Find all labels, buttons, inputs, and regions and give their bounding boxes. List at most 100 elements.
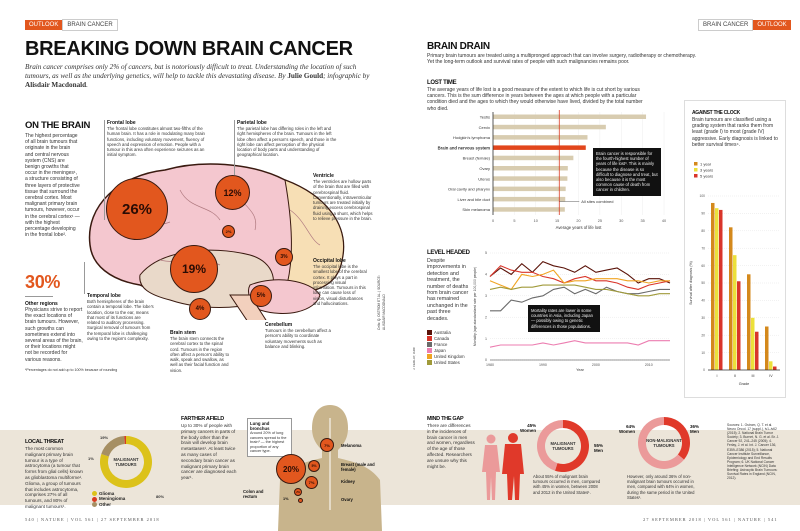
- parietal-leader: [234, 120, 235, 175]
- level-headed-credit: J. FERLAY, IARC: [412, 346, 416, 370]
- level-headed-legend: Australia Canada France Japan United Kingdom…: [427, 330, 465, 366]
- series-line-france: [490, 286, 670, 312]
- cerebellum-label: Cerebellum Tumours in the cerebellum aff…: [265, 322, 333, 349]
- tag-brain-cancer[interactable]: BRAIN CANCER: [62, 19, 118, 31]
- tag-outlook-right[interactable]: OUTLOOK: [753, 20, 791, 30]
- ovary-label: Ovary: [341, 497, 353, 502]
- slice-label-glioma: 80%: [156, 494, 164, 499]
- mal-gender-note: About 55% of malignant brain tumours occ…: [533, 474, 601, 495]
- ventricle-label: Ventricle The ventricles are hollow part…: [313, 173, 375, 221]
- bar: [765, 326, 769, 370]
- ventricle-bubble: 2%: [222, 225, 235, 238]
- bar: [493, 176, 568, 181]
- non-men-pct: 36%: [690, 424, 700, 429]
- legend-glioma-label: Glioma: [99, 491, 115, 496]
- mal-women-pct: 45%: [527, 423, 537, 428]
- bar: [751, 317, 755, 370]
- legend-item: Canada: [427, 336, 465, 342]
- brain-stem-text: The brain stem connects the cerebral cor…: [170, 336, 230, 373]
- category-label: III: [752, 374, 755, 378]
- temporal-leader: [84, 262, 85, 294]
- x-tick-label: 1990: [539, 363, 547, 367]
- body-silhouette: [278, 405, 382, 531]
- category-label: Ovary: [479, 166, 490, 171]
- x-tick-label: 25: [598, 219, 602, 223]
- tag-brain-cancer-right[interactable]: BRAIN CANCER: [698, 19, 754, 31]
- byline-end: .: [86, 81, 88, 89]
- temporal-lobe-name: Temporal lobe: [87, 293, 121, 299]
- non-women-label: Women: [619, 429, 636, 434]
- tag-outlook[interactable]: OUTLOOK: [25, 20, 63, 30]
- farther-afield-heading: FARTHER AFIELD: [181, 416, 224, 422]
- legend-meningioma: Meningioma: [92, 496, 126, 502]
- breast-bubble: 5%: [308, 460, 320, 472]
- category-label: Cervix: [479, 125, 490, 130]
- x-tick-label: 0: [492, 219, 494, 223]
- y-tick-label: 0: [485, 358, 487, 362]
- donut-slice: [100, 436, 152, 488]
- y-tick-label: 60: [701, 264, 705, 268]
- mind-gap-heading: MIND THE GAP: [427, 416, 464, 422]
- mind-gap-body: There are differences in the incidences …: [427, 423, 475, 469]
- legend-swatch: [427, 330, 432, 336]
- bar: [737, 281, 741, 370]
- parietal-lobe-bubble: 12%: [215, 175, 250, 210]
- category-label: Testis: [480, 115, 490, 120]
- ovary-bubble: [298, 498, 303, 503]
- lost-time-heading: LOST TIME: [427, 80, 457, 86]
- farther-afield-body: Up to 30% of people with primary cancers…: [181, 423, 237, 481]
- legend-label: United Kingdom: [434, 354, 465, 359]
- legend-swatch: [427, 348, 432, 354]
- category-label: I: [717, 374, 718, 378]
- temporal-lobe-label: Temporal lobe Both hemispheres of the br…: [87, 293, 155, 341]
- legend-meningioma-label: Meningioma: [99, 496, 126, 502]
- non-women: 64% Women: [619, 424, 635, 434]
- occipital-lobe-name: Occipital lobe: [313, 258, 346, 264]
- legend-label: Japan: [434, 348, 446, 353]
- x-tick-label: 5: [513, 219, 515, 223]
- occipital-lobe-label: Occipital lobe The occipital lobe is the…: [313, 258, 368, 306]
- legend-item: United States: [427, 360, 465, 366]
- parietal-lobe-text: The parietal lobe has differing roles in…: [237, 126, 337, 158]
- y-tick-label: 90: [701, 212, 705, 216]
- mal-men-label: Men: [594, 448, 603, 453]
- legend-label: United States: [434, 360, 460, 365]
- x-tick-label: 10: [534, 219, 538, 223]
- donut-slice: [537, 420, 563, 471]
- donut-center-label: MALIGNANT: [113, 457, 139, 462]
- byline-mid: ; infographic by: [323, 72, 370, 80]
- legend-swatch: [427, 354, 432, 360]
- legend-swatch: [694, 174, 698, 178]
- legend-swatch: [427, 336, 432, 342]
- category-label: Skin melanoma: [462, 207, 490, 212]
- y-tick-label: 0: [703, 368, 705, 372]
- footnote: *Percentages do not add up to 100% becau…: [25, 368, 118, 372]
- category-label: IV: [769, 374, 773, 378]
- x-tick-label: 20: [576, 219, 580, 223]
- legend-item: United Kingdom: [427, 354, 465, 360]
- parietal-lobe-name: Parietal lobe: [237, 120, 267, 126]
- donut-center-label: TUMOURS: [552, 446, 573, 451]
- legend-label: Canada: [434, 336, 450, 341]
- other-regions-body: Physicians strive to report the exact lo…: [25, 307, 83, 363]
- mal-women-label: Women: [520, 428, 537, 433]
- donut-slice: [101, 436, 125, 457]
- x-axis-title: Grade: [739, 382, 750, 386]
- mal-men: 55% Men: [594, 443, 603, 453]
- parietal-lobe-label: Parietal lobe The parietal lobe has diff…: [237, 120, 337, 158]
- occipital-lobe-text: The occipital lobe is the smallest lobe …: [313, 264, 367, 307]
- sources: Sources: 1. Ostrom, Q. T. et al. Neuro O…: [727, 423, 780, 481]
- brain-stem-label: Brain stem The brain stem connects the c…: [170, 330, 232, 373]
- temporal-lobe-text: Both hemispheres of the brain contain a …: [87, 299, 154, 342]
- legend-label: Australia: [434, 330, 451, 335]
- series-line-united-kingdom: [489, 269, 670, 291]
- level-headed-body: Despite improvements in detection and tr…: [427, 258, 469, 322]
- series-line-japan: [489, 340, 670, 348]
- cerebellum-bubble: 5%: [250, 285, 272, 307]
- legend-other: Other: [92, 502, 125, 507]
- woman-figure: [482, 434, 500, 500]
- y-tick-label: 40: [701, 299, 705, 303]
- legend-swatch: [427, 360, 432, 366]
